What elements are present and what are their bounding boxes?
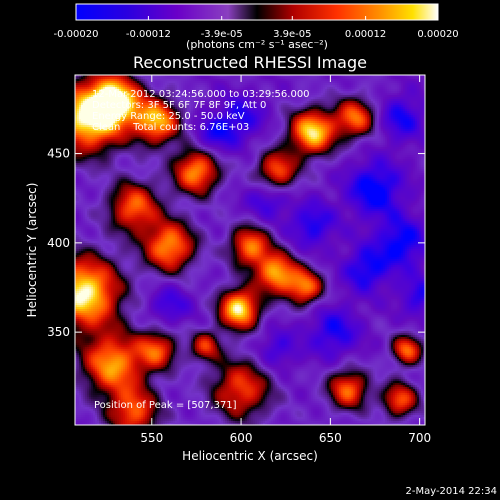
x-axis-label: Heliocentric X (arcsec): [182, 449, 318, 463]
x-axis-tick-label: 600: [230, 431, 253, 445]
colorbar-tick-label: 3.9e-05: [273, 29, 311, 40]
chart-title: Reconstructed RHESSI Image: [133, 53, 367, 72]
x-axis-tick-label: 700: [408, 431, 431, 445]
colorbar-units-label: (photons cm⁻² s⁻¹ asec⁻²): [186, 38, 328, 51]
x-axis-tick-label: 550: [140, 431, 163, 445]
annotations: 12-Mar-2012 03:24:56.000 to 03:29:56.000…: [92, 89, 310, 411]
colorbar-tick-label: -0.00012: [126, 29, 171, 40]
detectors-annotation: Detectors: 3F 5F 6F 7F 8F 9F, Att 0: [92, 100, 266, 111]
footer-date: 2-May-2014 22:34: [405, 486, 497, 497]
y-axis-tick-label: 350: [47, 325, 70, 339]
colorbar-tick-label: 0.00012: [345, 29, 386, 40]
time-range-annotation: 12-Mar-2012 03:24:56.000 to 03:29:56.000: [92, 89, 310, 100]
axis-ticks: 550 600 650 700 350 400 450: [47, 75, 431, 445]
method-counts-annotation: Clean Total counts: 6.76E+03: [92, 122, 249, 133]
peak-position-annotation: Position of Peak = [507,371]: [94, 400, 237, 411]
x-axis-tick-label: 650: [319, 431, 342, 445]
energy-range-annotation: Energy Range: 25.0 - 50.0 keV: [92, 111, 245, 122]
y-axis-tick-label: 400: [47, 236, 70, 250]
colorbar-tick-label: -0.00020: [54, 29, 99, 40]
y-axis-label: Heliocentric Y (arcsec): [25, 183, 39, 318]
colorbar-ticks: -0.00020 -0.00012 -3.9e-05 3.9e-05 0.00012 0.…: [54, 16, 459, 40]
colorbar: -0.00020 -0.00012 -3.9e-05 3.9e-05 0.00012 0.…: [54, 3, 459, 51]
colorbar-tick-label: 0.00020: [417, 29, 458, 40]
y-axis-tick-label: 450: [47, 147, 70, 161]
colorbar-gradient: [75, 3, 439, 21]
colorbar-tick-label: -3.9e-05: [201, 29, 243, 40]
plot-frame: [74, 74, 426, 426]
heatmap-image: [75, 75, 425, 425]
